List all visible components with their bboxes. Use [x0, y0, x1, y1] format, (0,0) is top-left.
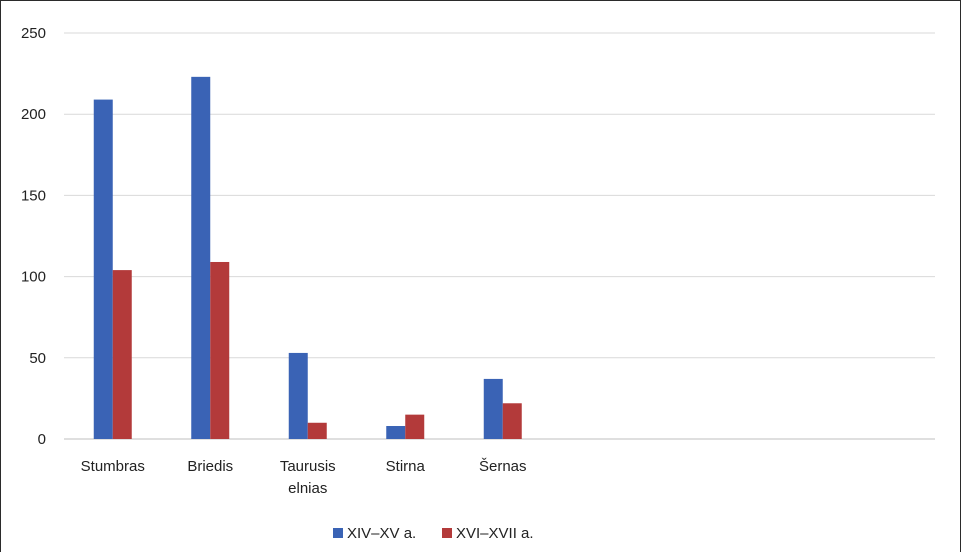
bar-series1-2: [288, 352, 308, 439]
bar-series2-4: [502, 403, 522, 439]
y-tick-label: 200: [21, 106, 46, 123]
legend-label-1: XIV–XV a.: [347, 525, 416, 542]
x-tick-label: Šernas: [479, 458, 527, 475]
y-tick-label: 50: [29, 350, 46, 367]
legend-label-2: XVI–XVII a.: [456, 525, 534, 542]
y-tick-label: 0: [38, 431, 46, 448]
legend-swatch-2: [442, 528, 452, 538]
y-tick-label: 250: [21, 25, 46, 42]
x-tick-label: Stumbras: [81, 458, 145, 475]
legend: XIV–XV a. XVI–XVII a.: [333, 525, 534, 542]
x-tick-label: Stirna: [386, 458, 426, 475]
bars: [93, 76, 522, 440]
bar-series2-2: [307, 422, 327, 439]
bar-series2-0: [112, 270, 132, 439]
bar-series1-3: [386, 426, 406, 439]
bar-series1-1: [191, 76, 211, 440]
x-tick-label: Taurusis elnias: [280, 458, 336, 497]
x-axis-tick-labels: Stumbras Briedis Taurusis elnias Stirna Šerna…: [81, 458, 527, 497]
bar-series2-1: [210, 261, 230, 439]
legend-swatch-1: [333, 528, 343, 538]
bar-series2-3: [405, 414, 425, 439]
y-tick-label: 150: [21, 187, 46, 204]
x-tick-label: Briedis: [187, 458, 233, 475]
y-tick-label: 100: [21, 269, 46, 286]
bar-series1-0: [93, 99, 113, 440]
bar-series1-4: [483, 378, 503, 439]
y-axis-tick-labels: 0 50 100 150 200 250: [21, 25, 46, 448]
